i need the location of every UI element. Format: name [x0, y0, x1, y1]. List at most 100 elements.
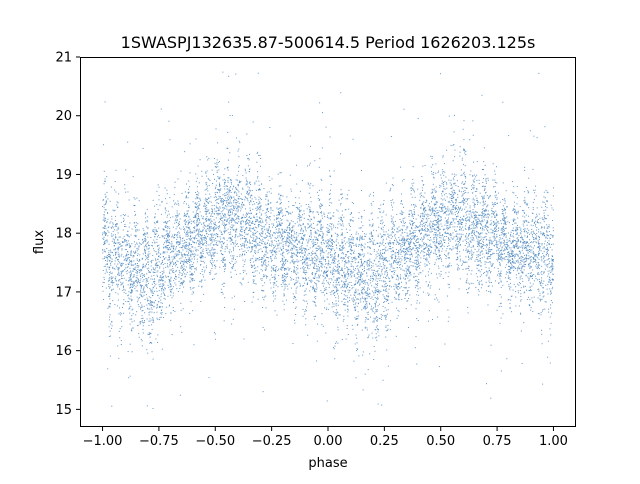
scatter-point — [335, 284, 337, 286]
scatter-point — [253, 291, 255, 293]
scatter-point — [482, 196, 484, 198]
scatter-point — [330, 241, 332, 243]
scatter-point — [102, 227, 104, 229]
scatter-point — [228, 203, 230, 205]
scatter-point — [491, 222, 493, 224]
scatter-point — [308, 204, 310, 206]
scatter-point — [549, 328, 551, 330]
scatter-point — [434, 215, 436, 217]
scatter-point — [432, 189, 434, 191]
scatter-point — [283, 303, 285, 305]
scatter-point — [494, 179, 496, 181]
scatter-point — [108, 295, 110, 297]
scatter-point — [398, 243, 400, 245]
scatter-point — [254, 282, 256, 284]
scatter-point — [426, 214, 428, 216]
scatter-point — [543, 191, 545, 193]
scatter-point — [195, 250, 197, 252]
scatter-point — [208, 225, 210, 227]
scatter-point — [298, 207, 300, 209]
scatter-point — [335, 309, 337, 311]
scatter-point — [196, 234, 198, 236]
scatter-point — [546, 191, 548, 193]
scatter-point — [317, 213, 319, 215]
scatter-point — [272, 268, 274, 270]
scatter-point — [401, 242, 403, 244]
scatter-point — [180, 326, 182, 328]
scatter-point — [520, 229, 522, 231]
scatter-point — [492, 232, 494, 234]
scatter-point — [490, 271, 492, 273]
scatter-point — [448, 257, 450, 259]
scatter-point — [292, 225, 294, 227]
scatter-point — [254, 217, 256, 219]
scatter-point — [545, 254, 547, 256]
scatter-point — [434, 264, 436, 266]
scatter-point — [318, 267, 320, 269]
scatter-point — [531, 275, 533, 277]
scatter-point — [408, 245, 410, 247]
scatter-point — [263, 260, 265, 262]
scatter-point — [318, 235, 320, 237]
scatter-point — [440, 203, 442, 205]
scatter-point — [180, 260, 182, 262]
scatter-point — [204, 271, 206, 273]
scatter-point — [449, 240, 451, 242]
scatter-point — [474, 190, 476, 192]
scatter-point — [134, 267, 136, 269]
scatter-point — [382, 226, 384, 228]
scatter-point — [185, 244, 187, 246]
scatter-point — [257, 203, 259, 205]
scatter-point — [360, 255, 362, 257]
scatter-point — [261, 232, 263, 234]
scatter-point — [378, 292, 380, 294]
scatter-point — [424, 234, 426, 236]
scatter-point — [491, 265, 493, 267]
scatter-point — [525, 214, 527, 216]
scatter-point — [116, 283, 118, 285]
scatter-point — [112, 288, 114, 290]
scatter-point — [378, 246, 380, 248]
scatter-point — [298, 241, 300, 243]
scatter-point — [234, 192, 236, 194]
scatter-point — [356, 348, 358, 350]
scatter-point — [360, 274, 362, 276]
scatter-point — [175, 233, 177, 235]
scatter-point — [550, 283, 552, 285]
scatter-point — [337, 304, 339, 306]
scatter-point — [300, 229, 302, 231]
scatter-point — [430, 229, 432, 231]
scatter-point — [456, 236, 458, 238]
scatter-point — [384, 271, 386, 273]
scatter-point — [377, 296, 379, 298]
scatter-point — [444, 253, 446, 255]
scatter-point — [415, 247, 417, 249]
scatter-point — [121, 313, 123, 315]
scatter-point — [270, 270, 272, 272]
scatter-point — [230, 195, 232, 197]
scatter-point — [196, 220, 198, 222]
scatter-point — [552, 267, 554, 269]
scatter-point — [129, 267, 131, 269]
scatter-point — [219, 219, 221, 221]
scatter-point — [259, 209, 261, 211]
scatter-point — [422, 215, 424, 217]
scatter-point — [139, 293, 141, 295]
scatter-point — [361, 253, 363, 255]
scatter-point — [174, 257, 176, 259]
scatter-point — [481, 186, 483, 188]
scatter-point — [175, 228, 177, 230]
scatter-point — [227, 131, 229, 133]
scatter-point — [232, 225, 234, 227]
scatter-point — [433, 213, 435, 215]
scatter-point — [372, 241, 374, 243]
scatter-point — [112, 266, 114, 268]
scatter-point — [114, 268, 116, 270]
scatter-point — [480, 262, 482, 264]
scatter-point — [395, 292, 397, 294]
scatter-point — [385, 326, 387, 328]
scatter-point — [201, 279, 203, 281]
scatter-point — [274, 298, 276, 300]
scatter-point — [547, 235, 549, 237]
